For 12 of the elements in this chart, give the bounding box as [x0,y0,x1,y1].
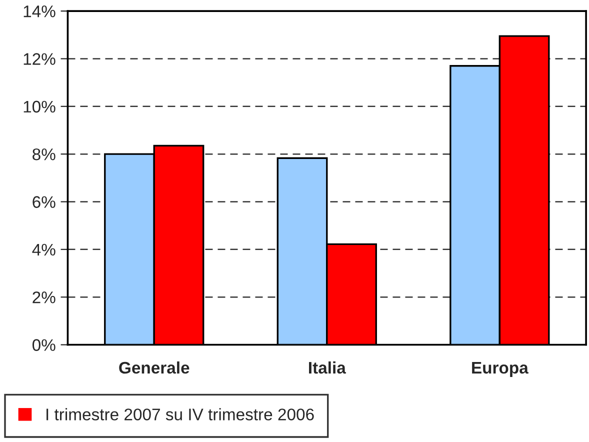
y-tick-label: 8% [32,148,56,160]
y-tick-label: 0% [32,339,56,351]
y-tick-label: 4% [32,244,56,256]
x-tick-label: Europa [472,362,528,377]
x-tick-label: Generale [119,361,190,374]
x-tick-label: Italia [309,361,346,374]
y-tick-label: 6% [32,196,56,208]
y-tick-label: 2% [32,291,56,304]
legend-label: I trimestre 2007 su IV trimestre 2006 [46,408,314,420]
y-tick-label: 12% [24,53,56,65]
y-tick-label: 10% [24,100,56,113]
y-tick-label: 14% [24,6,56,18]
